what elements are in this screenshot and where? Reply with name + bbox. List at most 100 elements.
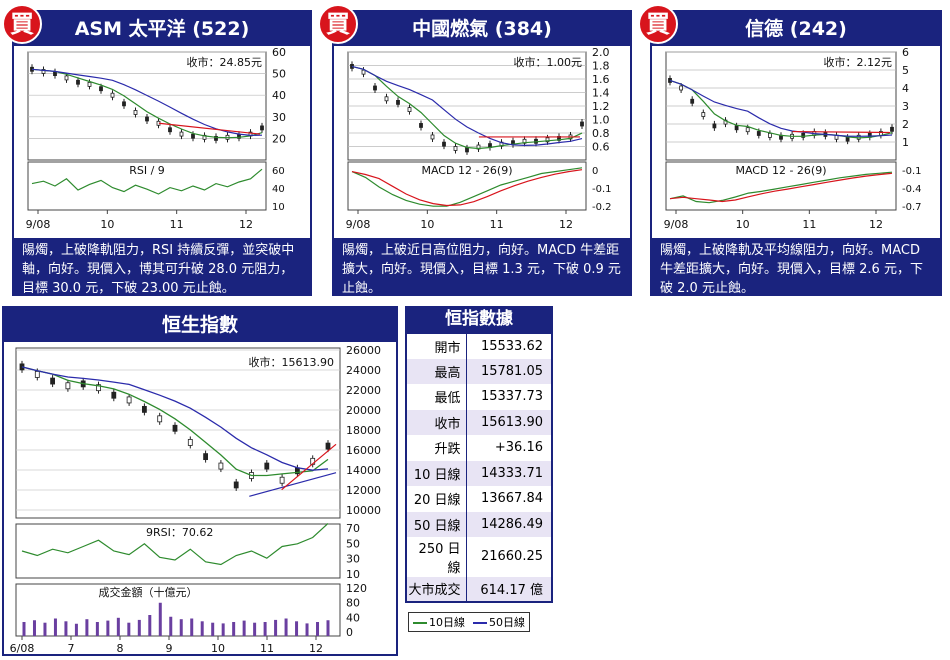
- y-tick-label: 1.2: [592, 100, 610, 113]
- price-candle-body: [465, 147, 469, 153]
- macd-line: [669, 171, 893, 204]
- rsi-line: [31, 168, 263, 195]
- price-candle-body: [545, 137, 550, 143]
- towngas-chart: 2.01.81.61.41.21.00.80.6 收市：1.00元 0 -0.1 -0.…: [346, 46, 612, 231]
- price-candle-body: [214, 136, 218, 141]
- rsi-tick-label: 70: [346, 522, 360, 535]
- ma10-line: [31, 68, 263, 139]
- x-tick-label: 8: [117, 642, 124, 654]
- price-plot-frame: [15, 347, 341, 519]
- table-key: 大市成交: [406, 575, 467, 602]
- ma50-line: [669, 79, 893, 137]
- table-value: +36.16: [466, 434, 552, 461]
- table-key: 20 日線: [406, 485, 467, 512]
- towngas-description: 陽燭，上破近日高位阻力，向好。MACD 牛差距擴大，向好。現價入，目標 1.3 …: [334, 238, 630, 296]
- volume-bar: [158, 602, 162, 636]
- volume-bar: [127, 622, 131, 636]
- price-candle-body: [111, 391, 117, 399]
- volume-bar: [85, 619, 89, 636]
- hsi-table-title: 恒指數據: [405, 306, 553, 332]
- price-candle-body: [260, 125, 264, 131]
- y-tick-label: 0.8: [592, 127, 610, 140]
- table-value: 15533.62: [466, 332, 552, 359]
- price-candle-body: [145, 116, 149, 122]
- x-tick-label: 9/08: [26, 218, 51, 231]
- indicator-tick-label: 40: [272, 184, 285, 195]
- y-tick-label: 3: [902, 100, 909, 113]
- price-candle-body: [745, 127, 750, 133]
- legend-ma50: 50日線: [473, 614, 525, 630]
- macd-signal-line: [351, 169, 583, 207]
- table-key: 最低: [406, 383, 467, 410]
- towngas-panel: 中國燃氣 (384) 2.0 1.8 1.6 1.4 1.2 1.0 0.8 0.6 收市：1.…: [332, 10, 632, 296]
- volume-bar: [200, 621, 204, 636]
- price-candle-body: [96, 384, 101, 392]
- price-candle-body: [453, 146, 458, 151]
- table-row: 最低 15337.73: [406, 383, 552, 410]
- x-tick-label: 6/08: [10, 642, 35, 654]
- x-tick-label: 9/08: [664, 218, 689, 231]
- y-tick-label: 26000: [346, 344, 381, 357]
- y-tick-label: 60: [272, 46, 286, 59]
- price-candle-body: [419, 123, 423, 128]
- asm-description: 陽燭，上破降軌阻力，RSI 持續反彈，並突破中軸，向好。現價入，博其可升破 28…: [14, 238, 310, 296]
- price-candle-body: [361, 69, 366, 75]
- table-key: 升跌: [406, 434, 467, 461]
- volume-bar: [295, 621, 299, 636]
- price-candle-body: [756, 131, 761, 136]
- price-candle-body: [99, 86, 103, 92]
- ma10-line: [351, 65, 583, 150]
- x-tick-label: 12: [309, 642, 323, 654]
- price-candle-body: [768, 132, 772, 138]
- y-tick-label: 2.0: [592, 46, 610, 59]
- indicator-tick-label: 60: [272, 166, 285, 177]
- ma10-line: [669, 79, 893, 139]
- resistance-line: [158, 122, 261, 135]
- price-candle-body: [218, 462, 224, 470]
- table-value: 15613.90: [466, 409, 552, 435]
- shunde-panel: 信德 (242) 6 5 4 3 2 1 收市：2.12元 -0.1 -0.4 -0.7 MACD …: [650, 10, 942, 296]
- close-label: 收市：2.12元: [824, 55, 893, 69]
- volume-bar: [211, 622, 215, 636]
- shunde-title: 信德 (242): [652, 12, 940, 46]
- x-tick-label: 10: [420, 218, 434, 231]
- indicator-plot-frame: [665, 161, 897, 211]
- x-tick-label: 11: [260, 642, 274, 654]
- price-candle-body: [203, 453, 209, 461]
- price-candle-body: [845, 136, 850, 142]
- table-row: 50 日線 14286.49: [406, 511, 552, 537]
- volume-label: 成交金額（十億元）: [99, 585, 198, 599]
- x-tick-label: 12: [239, 218, 253, 231]
- price-candle-body: [141, 405, 147, 413]
- price-candle-body: [801, 132, 806, 138]
- y-tick-label: 1.4: [592, 87, 610, 100]
- table-value: 15781.05: [466, 358, 552, 384]
- volume-bar: [53, 618, 57, 636]
- y-tick-label: 1: [902, 136, 909, 149]
- price-candle-body: [34, 371, 40, 378]
- rsi-tick-label: 50: [346, 537, 360, 550]
- table-value: 14286.49: [466, 511, 552, 537]
- asm-panel: ASM 太平洋 (522) 60 50 40 30 20 收市：24.85元 60 40 10 R…: [12, 10, 312, 296]
- price-candle-body: [580, 121, 584, 127]
- table-key: 開市: [406, 332, 467, 359]
- y-tick-label: 24000: [346, 364, 381, 377]
- volume-bar: [274, 619, 278, 636]
- volume-bar: [305, 623, 309, 636]
- price-candle-body: [126, 396, 132, 404]
- price-candle-body: [50, 377, 55, 385]
- price-candle-body: [76, 79, 80, 85]
- table-value: 614.17 億: [466, 575, 552, 602]
- volume-bar: [116, 617, 120, 636]
- price-candle-body: [396, 100, 400, 105]
- table-row: 大市成交 614.17 億: [406, 575, 552, 602]
- volume-bar: [95, 622, 99, 636]
- x-tick-label: 9: [166, 642, 173, 654]
- macd-line: [351, 167, 583, 207]
- y-tick-label: 0.6: [592, 141, 610, 154]
- y-tick-label: 18000: [346, 424, 381, 437]
- price-candle-body: [279, 476, 285, 484]
- table-row: 20 日線 13667.84: [406, 485, 552, 512]
- table-row: 收市 15613.90: [406, 409, 552, 435]
- x-tick-label: 9/08: [346, 218, 371, 231]
